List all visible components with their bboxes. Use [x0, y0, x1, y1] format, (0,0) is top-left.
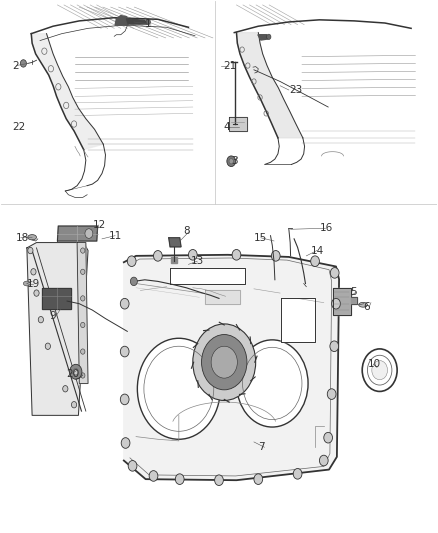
Circle shape	[227, 156, 236, 166]
Circle shape	[319, 455, 328, 466]
Circle shape	[127, 256, 136, 266]
Polygon shape	[77, 243, 88, 383]
Circle shape	[293, 469, 302, 479]
Text: 6: 6	[363, 302, 370, 312]
Polygon shape	[171, 257, 177, 263]
Ellipse shape	[23, 281, 30, 286]
Text: 13: 13	[191, 256, 204, 266]
Circle shape	[71, 401, 77, 408]
Text: 3: 3	[231, 156, 238, 166]
Text: 21: 21	[223, 61, 237, 70]
Circle shape	[153, 251, 162, 261]
Text: 19: 19	[27, 279, 40, 288]
Circle shape	[63, 385, 68, 392]
Circle shape	[330, 268, 339, 278]
Text: 7: 7	[258, 442, 265, 452]
Text: 11: 11	[109, 231, 122, 241]
Circle shape	[267, 34, 271, 39]
Circle shape	[211, 346, 237, 378]
Polygon shape	[170, 268, 245, 284]
Polygon shape	[27, 243, 88, 415]
Circle shape	[324, 432, 332, 443]
Polygon shape	[115, 15, 130, 25]
Circle shape	[120, 394, 129, 405]
Text: 1: 1	[145, 19, 152, 29]
Circle shape	[272, 251, 280, 261]
Text: 10: 10	[367, 359, 381, 369]
Circle shape	[229, 159, 233, 164]
Text: 18: 18	[15, 233, 29, 243]
Circle shape	[175, 474, 184, 484]
Circle shape	[31, 269, 36, 275]
Circle shape	[215, 475, 223, 486]
Polygon shape	[124, 255, 339, 480]
Circle shape	[232, 249, 241, 260]
Circle shape	[327, 389, 336, 399]
Circle shape	[120, 298, 129, 309]
Polygon shape	[258, 35, 268, 40]
Ellipse shape	[359, 302, 367, 307]
Text: 12: 12	[92, 220, 106, 230]
Ellipse shape	[28, 235, 36, 240]
Circle shape	[121, 438, 130, 448]
Circle shape	[188, 249, 197, 260]
Text: 20: 20	[66, 369, 79, 379]
Circle shape	[120, 346, 129, 357]
Circle shape	[330, 341, 339, 352]
Polygon shape	[332, 288, 351, 316]
Polygon shape	[351, 297, 357, 304]
Polygon shape	[42, 288, 71, 309]
Circle shape	[45, 343, 50, 350]
Polygon shape	[237, 33, 303, 138]
Text: 23: 23	[289, 85, 302, 95]
Circle shape	[38, 317, 43, 323]
Circle shape	[73, 368, 78, 375]
Circle shape	[138, 338, 220, 439]
Text: 4: 4	[223, 122, 230, 132]
Circle shape	[372, 361, 388, 379]
Polygon shape	[229, 117, 247, 132]
Circle shape	[34, 290, 39, 296]
Circle shape	[254, 474, 263, 484]
Polygon shape	[57, 226, 98, 241]
Circle shape	[81, 349, 85, 354]
Polygon shape	[31, 34, 103, 150]
Circle shape	[237, 340, 308, 427]
Text: 22: 22	[12, 122, 25, 132]
Polygon shape	[205, 290, 240, 304]
Circle shape	[201, 335, 247, 390]
Circle shape	[81, 296, 85, 301]
Text: 5: 5	[350, 287, 357, 297]
Circle shape	[81, 248, 85, 253]
Text: 2: 2	[12, 61, 19, 70]
Circle shape	[81, 269, 85, 274]
Circle shape	[20, 60, 26, 67]
Circle shape	[128, 461, 137, 471]
Circle shape	[149, 471, 158, 481]
Polygon shape	[281, 298, 315, 342]
Text: 14: 14	[311, 246, 324, 255]
Circle shape	[311, 256, 319, 266]
Circle shape	[332, 298, 340, 309]
Text: 9: 9	[49, 311, 56, 321]
Circle shape	[131, 277, 138, 286]
Circle shape	[81, 322, 85, 328]
Circle shape	[70, 365, 82, 379]
Polygon shape	[127, 19, 147, 24]
Text: 16: 16	[319, 223, 333, 233]
Polygon shape	[169, 238, 181, 247]
Text: 8: 8	[183, 227, 190, 237]
Circle shape	[193, 324, 256, 400]
Text: 15: 15	[254, 233, 267, 243]
Circle shape	[85, 229, 93, 238]
Circle shape	[146, 19, 150, 25]
Circle shape	[81, 373, 85, 378]
Circle shape	[28, 247, 33, 254]
